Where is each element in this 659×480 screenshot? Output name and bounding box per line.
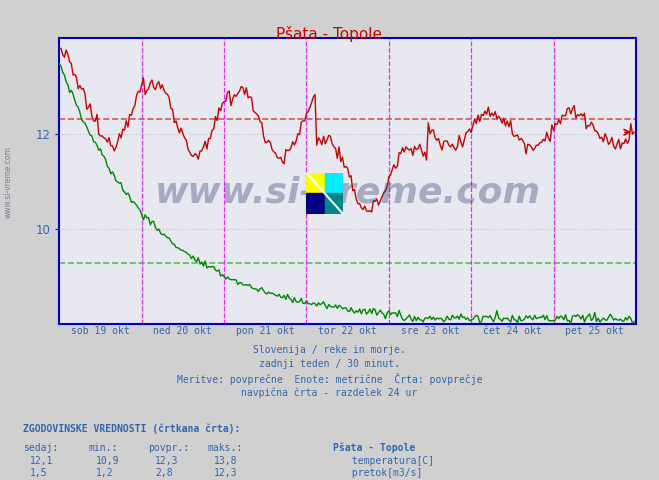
Text: pet 25 okt: pet 25 okt bbox=[565, 326, 624, 336]
Text: zadnji teden / 30 minut.: zadnji teden / 30 minut. bbox=[259, 359, 400, 369]
Text: 1,2: 1,2 bbox=[96, 468, 113, 479]
Text: sre 23 okt: sre 23 okt bbox=[401, 326, 459, 336]
Text: www.si-vreme.com: www.si-vreme.com bbox=[155, 176, 540, 210]
Text: ned 20 okt: ned 20 okt bbox=[154, 326, 212, 336]
Text: 12,3: 12,3 bbox=[214, 468, 238, 479]
Text: pon 21 okt: pon 21 okt bbox=[236, 326, 295, 336]
Text: povpr.:: povpr.: bbox=[148, 443, 189, 453]
Bar bbox=[325, 173, 343, 193]
Text: 2,8: 2,8 bbox=[155, 468, 173, 479]
Text: sob 19 okt: sob 19 okt bbox=[71, 326, 130, 336]
Text: 12,3: 12,3 bbox=[155, 456, 179, 466]
Text: Pšata - Topole: Pšata - Topole bbox=[277, 26, 382, 42]
Text: 10,9: 10,9 bbox=[96, 456, 119, 466]
Text: Slovenija / reke in morje.: Slovenija / reke in morje. bbox=[253, 345, 406, 355]
Text: navpična črta - razdelek 24 ur: navpična črta - razdelek 24 ur bbox=[241, 388, 418, 398]
Text: Pšata - Topole: Pšata - Topole bbox=[333, 443, 415, 453]
Text: min.:: min.: bbox=[89, 443, 119, 453]
Text: Meritve: povprečne  Enote: metrične  Črta: povprečje: Meritve: povprečne Enote: metrične Črta:… bbox=[177, 373, 482, 385]
Bar bbox=[306, 193, 325, 214]
Bar bbox=[325, 193, 343, 214]
Text: www.si-vreme.com: www.si-vreme.com bbox=[3, 146, 13, 218]
Text: sedaj:: sedaj: bbox=[23, 443, 58, 453]
Text: pretok[m3/s]: pretok[m3/s] bbox=[346, 468, 422, 479]
Text: 12,1: 12,1 bbox=[30, 456, 53, 466]
Text: ZGODOVINSKE VREDNOSTI (črtkana črta):: ZGODOVINSKE VREDNOSTI (črtkana črta): bbox=[23, 423, 241, 434]
Text: 1,5: 1,5 bbox=[30, 468, 47, 479]
Bar bbox=[306, 173, 325, 193]
Text: temperatura[C]: temperatura[C] bbox=[346, 456, 434, 466]
Text: čet 24 okt: čet 24 okt bbox=[483, 326, 542, 336]
Text: tor 22 okt: tor 22 okt bbox=[318, 326, 377, 336]
Text: 13,8: 13,8 bbox=[214, 456, 238, 466]
Text: maks.:: maks.: bbox=[208, 443, 243, 453]
